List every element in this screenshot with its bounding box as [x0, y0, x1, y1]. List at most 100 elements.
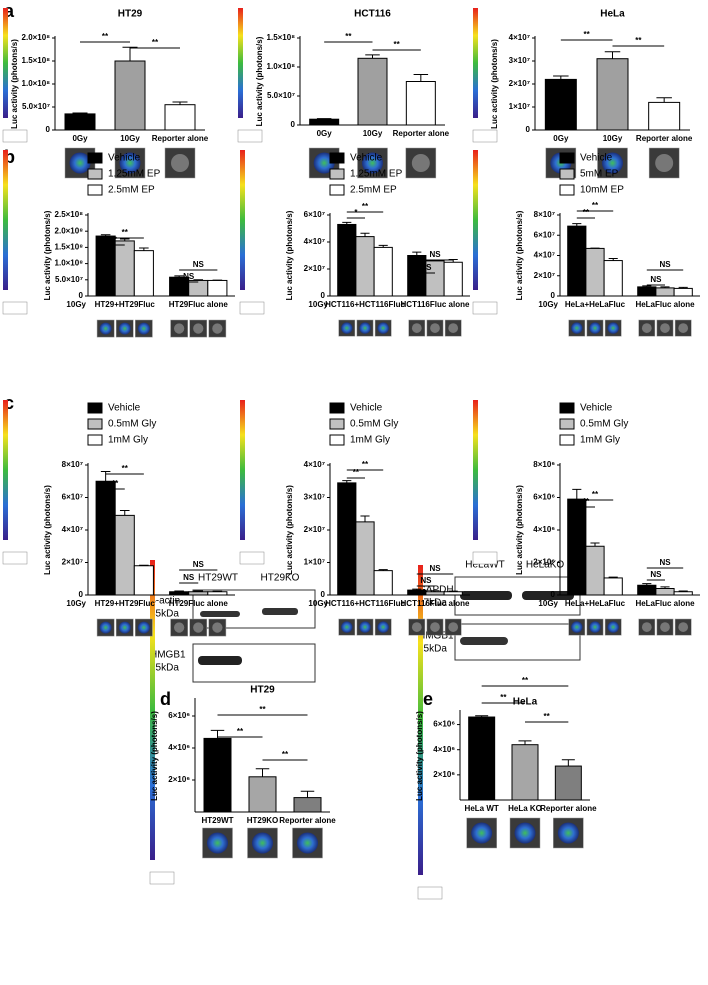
thumbnail-signal — [660, 622, 670, 632]
legend-swatch — [330, 403, 344, 413]
significance-label: ** — [362, 460, 369, 469]
x-note: 10Gy — [538, 599, 558, 608]
legend-label: 0.5mM Gly — [580, 419, 628, 430]
x-tick-label: HCT116Fluc alone — [401, 599, 470, 608]
y-tick-label: 1×10⁷ — [304, 558, 325, 567]
thumbnail-signal — [589, 621, 600, 632]
significance-label: ** — [592, 201, 599, 210]
color-scale — [240, 400, 245, 540]
x-tick-label: HeLaFluc alone — [635, 599, 695, 608]
thumbnail-signal — [589, 322, 600, 333]
legend-label: 2.5mM EP — [108, 185, 155, 196]
significance-label: NS — [420, 263, 432, 272]
y-tick-label: 4×10⁷ — [534, 251, 555, 260]
legend-swatch — [330, 185, 344, 195]
y-tick-label: 6×10⁷ — [304, 210, 325, 219]
bar — [189, 280, 208, 296]
bar — [649, 102, 680, 130]
bar — [208, 280, 227, 296]
legend-swatch — [88, 435, 102, 445]
significance-label: NS — [429, 250, 441, 259]
significance-label: * — [354, 208, 358, 217]
y-tick-label: 0 — [46, 125, 51, 134]
bar — [356, 522, 374, 595]
color-scale — [473, 150, 478, 290]
legend-label: 1.25mM EP — [108, 169, 161, 180]
color-scale — [240, 150, 245, 290]
color-scale-legend — [473, 302, 497, 314]
color-scale-legend — [238, 130, 262, 142]
legend-label: 1mM Gly — [108, 435, 148, 446]
legend-swatch — [560, 169, 574, 179]
significance-label: ** — [500, 693, 507, 702]
bar — [374, 247, 392, 296]
legend-label: 1.25mM EP — [350, 169, 403, 180]
y-tick-label: 4×10⁷ — [304, 460, 325, 469]
color-scale — [473, 400, 478, 540]
legend-label: 1mM Gly — [350, 435, 390, 446]
significance-label: NS — [183, 272, 195, 281]
thumbnail-signal — [448, 622, 458, 632]
x-tick-label: HeLa WT — [465, 804, 499, 813]
color-scale — [3, 150, 8, 290]
x-tick-label: HeLa+HeLaFluc — [565, 300, 626, 309]
y-tick-label: 2×10⁷ — [62, 558, 83, 567]
chart-title: HeLa — [513, 697, 538, 708]
thumbnail-signal — [430, 323, 440, 333]
thumbnail-signal — [297, 833, 318, 854]
y-tick-label: 4×10⁶ — [168, 743, 190, 752]
y-tick-label: 0 — [526, 125, 531, 134]
significance-label: NS — [183, 573, 195, 582]
chart-title: HCT116 — [354, 9, 391, 20]
legend-label: Vehicle — [580, 403, 613, 414]
legend-swatch — [560, 403, 574, 413]
lane-label: HT29WT — [198, 573, 238, 584]
y-axis-label: Luc activity (photons/s) — [10, 39, 19, 129]
thumbnail-signal — [70, 153, 91, 174]
thumbnail-signal — [655, 154, 673, 172]
legend-label: Vehicle — [108, 403, 141, 414]
y-tick-label: 3×10⁷ — [304, 493, 325, 502]
y-tick-label: 0 — [79, 590, 84, 599]
significance-label: ** — [282, 750, 289, 759]
bar — [65, 114, 95, 130]
bar — [568, 499, 586, 595]
y-tick-label: 2×10⁷ — [534, 271, 555, 280]
bar — [444, 262, 462, 296]
x-tick-label: Reporter alone — [152, 134, 209, 143]
y-tick-label: 8×10⁷ — [62, 460, 83, 469]
significance-label: NS — [650, 275, 662, 284]
color-scale — [473, 8, 478, 118]
x-tick-label: HeLa KO — [508, 804, 542, 813]
legend-label: 0.5mM Gly — [108, 419, 156, 430]
thumbnail-signal — [100, 622, 112, 634]
bar — [170, 592, 189, 595]
bar — [406, 82, 435, 126]
chart-title: HT29 — [118, 9, 143, 20]
bar — [374, 571, 392, 595]
bar — [545, 79, 576, 130]
thumbnail-signal — [207, 833, 228, 854]
y-tick-label: 2×10⁷ — [509, 79, 530, 88]
x-tick-label: HeLaFluc alone — [635, 300, 695, 309]
y-tick-label: 8×10⁶ — [533, 460, 555, 469]
thumbnail-signal — [378, 621, 389, 632]
x-tick-label: 10Gy — [363, 129, 383, 138]
x-tick-label: HCT116+HCT116Fluc — [325, 599, 405, 608]
error-bar — [360, 233, 369, 236]
x-note: 10Gy — [308, 300, 328, 309]
significance-label: ** — [345, 32, 352, 41]
significance-label: ** — [583, 208, 590, 217]
thumbnail-signal — [212, 323, 222, 333]
bar — [597, 59, 628, 130]
thumbnail-signal — [412, 622, 422, 632]
y-axis-label: Luc activity (photons/s) — [490, 39, 499, 129]
legend-swatch — [560, 185, 574, 195]
error-bar — [519, 741, 532, 745]
y-axis-label: Luc activity (photons/s) — [285, 485, 294, 575]
thumbnail-signal — [515, 823, 536, 844]
thumbnail-signal — [471, 823, 492, 844]
legend-swatch — [88, 185, 102, 195]
significance-label: ** — [122, 464, 129, 473]
y-tick-label: 6×10⁷ — [534, 230, 555, 239]
